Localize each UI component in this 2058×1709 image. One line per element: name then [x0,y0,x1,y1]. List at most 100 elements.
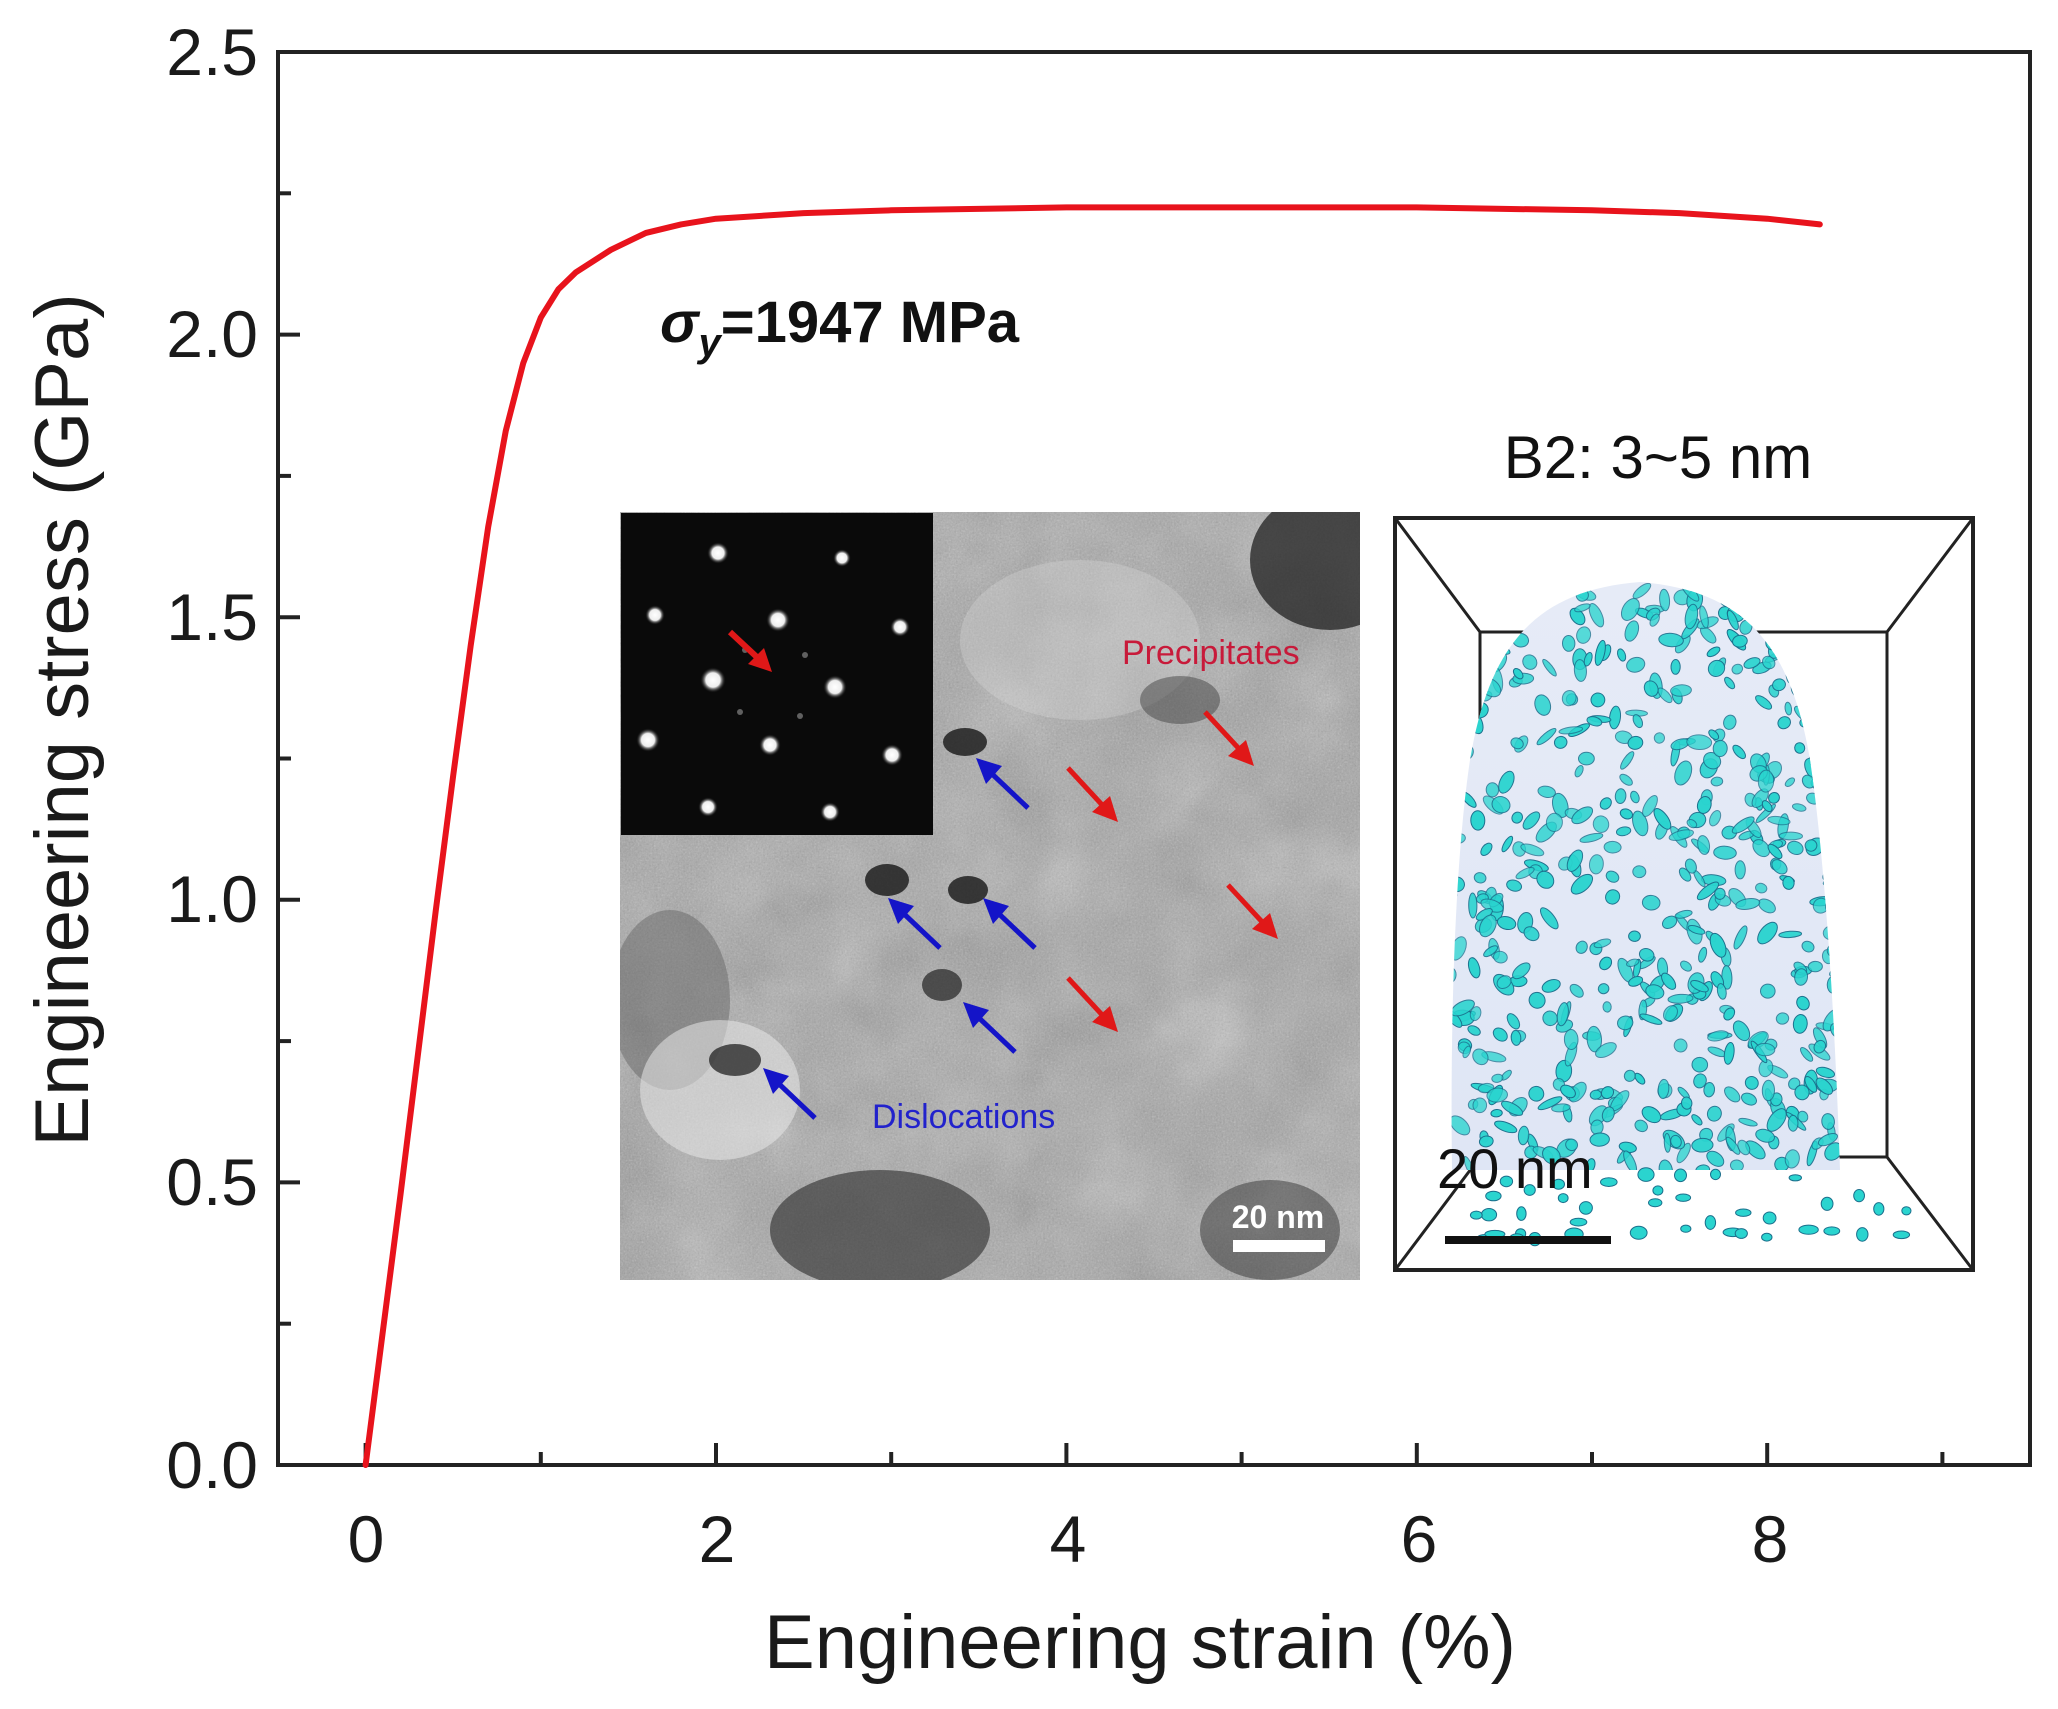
precipitate-particle [1737,1139,1751,1156]
precipitate-particle [1603,840,1622,854]
precipitate-particle [1696,881,1720,901]
precipitate-particle [1772,678,1786,692]
precipitate-particle [1794,968,1809,986]
precipitate-particle [1632,865,1647,879]
precipitate-particle [1574,603,1591,613]
precipitate-particle [1575,940,1588,954]
precipitate-particle [1552,1178,1565,1190]
precipitate-particle [1707,1030,1729,1042]
x-tick-label-6: 6 [1401,1502,1438,1576]
precipitate-particle [1706,646,1721,658]
precipitate-particle [1761,800,1773,813]
precipitate-particle [1501,1100,1524,1116]
blue-arrow-icon [963,1002,1017,1054]
apt-scale-bar: 20 nm [1437,1137,1611,1244]
y-tick-labels: 0.0 0.5 1.0 1.5 2.0 2.5 [166,15,258,1502]
precipitate-particle [1600,1177,1618,1187]
precipitate-particle [1590,692,1606,708]
precipitate-particle [1755,695,1773,710]
precipitate-particle [1732,1020,1751,1042]
precipitate-particle [1771,859,1788,875]
precipitate-particle [1708,729,1720,740]
precipitate-particle [1588,603,1605,628]
precipitate-particle [1583,651,1593,667]
precipitate-particle [1807,960,1823,973]
precipitate-particle [1469,1006,1482,1022]
precipitate-particle [1479,914,1497,938]
x-tick-label-4: 4 [1050,1502,1087,1576]
precipitate-particle [1578,1201,1593,1215]
precipitate-particle [1630,790,1640,804]
precipitate-particle [1506,1013,1521,1030]
precipitate-particle [1731,663,1744,675]
precipitate-particle [1674,760,1693,786]
precipitate-particle [1629,1225,1648,1240]
precipitate-particle [1791,803,1807,812]
precipitate-particle [1628,930,1641,942]
precipitate-particle [1517,1125,1530,1146]
precipitate-particle [1561,635,1576,652]
precipitate-particle [1551,1103,1571,1113]
precipitate-particle [1620,751,1635,770]
tem-micrograph-inset: Precipitates Dislocations 20 nm [620,512,1360,1280]
precipitate-particle [1491,796,1511,814]
precipitate-particle [1511,811,1523,824]
precipitate-particle [1608,705,1622,730]
precipitate-particle [1641,1106,1662,1124]
y-tick-label-0-5: 0.5 [166,1145,258,1219]
precipitate-particle [1565,1138,1579,1152]
precipitate-particle [1542,1010,1558,1027]
precipitate-particle [1632,810,1649,837]
precipitate-particle [1620,598,1640,621]
precipitate-particle [1731,816,1755,834]
precipitate-particle [1758,1059,1774,1078]
precipitate-particle [1684,858,1697,874]
precipitate-particle [1815,1077,1833,1095]
precipitate-particle [1653,732,1666,744]
diffraction-pattern [621,513,933,835]
precipitate-particle [1744,1075,1759,1090]
precipitate-particle [1566,849,1584,872]
precipitate-particle [1658,1159,1673,1170]
precipitate-particle [1686,818,1698,829]
dislocations-label: Dislocations [872,1098,1055,1136]
precipitate-particle [1801,940,1815,953]
precipitate-particle [1588,854,1604,875]
precipitate-particle [1472,1097,1488,1114]
sigma-symbol: σ [660,290,701,355]
precipitate-particle [1480,842,1493,856]
precipitate-particle [1501,835,1514,853]
precipitate-particle [1762,1211,1777,1225]
precipitate-particle [1762,655,1776,670]
precipitate-particle [1557,1193,1569,1204]
precipitates-label: Precipitates [1122,634,1300,672]
precipitate-particle [1619,773,1633,786]
precipitate-particle [1498,770,1515,794]
precipitate-particle [1723,1042,1735,1065]
precipitate-particle [1623,1150,1638,1170]
precipitate-particle [1687,925,1706,935]
apt-inset-title: B2: 3~5 nm [1504,424,1813,491]
precipitate-particle [1815,1066,1836,1079]
precipitate-particle [1480,1208,1498,1222]
y-tick-label-2-5: 2.5 [166,15,258,89]
precipitate-particle [1573,659,1587,682]
precipitate-particle [1735,1208,1752,1217]
precipitate-particle [1676,1142,1691,1164]
precipitate-particle [1641,894,1661,911]
precipitate-particle [1512,668,1524,680]
precipitate-particle [1528,1085,1545,1102]
precipitate-particle [1703,1082,1716,1098]
precipitate-particle [1605,870,1620,883]
precipitate-particle [1659,588,1671,612]
precipitate-particle [1522,811,1541,830]
precipitate-particle [1667,993,1694,1004]
precipitate-particle [1800,1047,1814,1062]
precipitate-particle [1856,1227,1869,1242]
precipitate-particle [1510,737,1524,750]
precipitate-particle [1755,1128,1775,1143]
precipitate-particle [1569,983,1584,998]
precipitate-particle [1490,1108,1503,1118]
precipitate-particle [1674,1168,1687,1183]
precipitate-particle [1553,735,1568,749]
